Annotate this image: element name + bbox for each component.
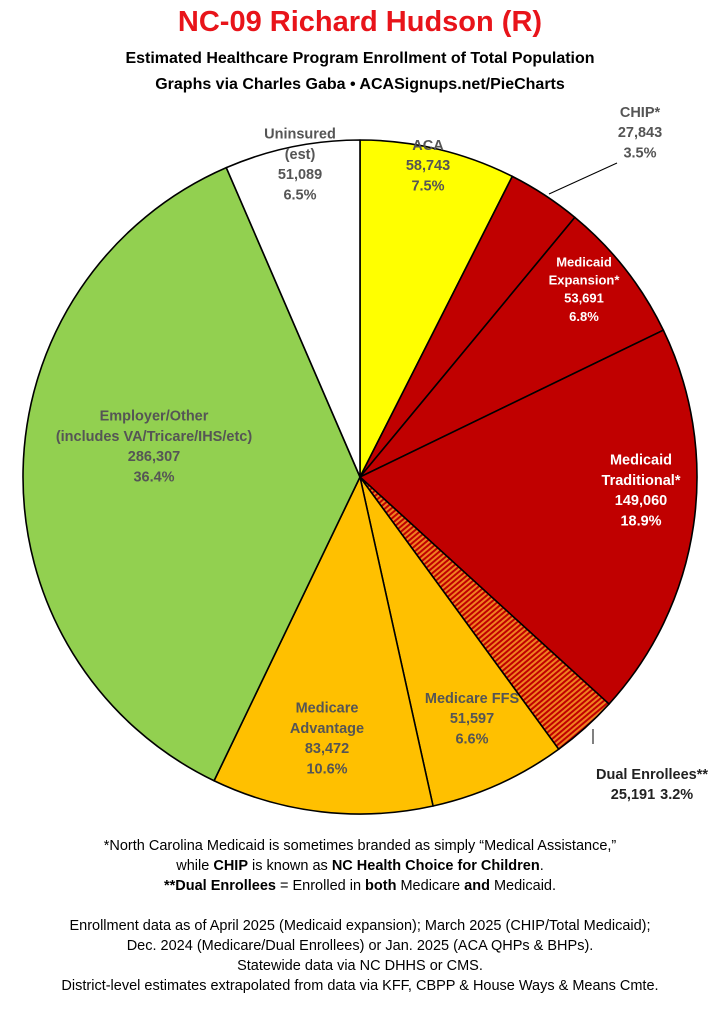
- slice-name-aca: ACA: [412, 138, 444, 154]
- slice-percent-medicaid-expansion: 6.8%: [569, 309, 599, 324]
- slice-label-medicare-ffs: Medicare FFS 51,597 6.6%: [425, 691, 520, 748]
- slice-name-medicaid-traditional: Medicaid: [610, 453, 672, 469]
- pie-slice-medicare-ffs: [359, 476, 560, 807]
- slice-label-medicare-advantage: Medicare Advantage 83,472 10.6%: [290, 701, 364, 778]
- source-line-2: Dec. 2024 (Medicare/Dual Enrollees) or J…: [126, 938, 594, 954]
- slice-value-medicaid-traditional: 149,060: [615, 493, 667, 509]
- pie-chart: ACA 58,743 7.5% CHIP* 27,843 3.5% Medicaid Expa…: [22, 105, 709, 815]
- pie-slice-uninsured: [225, 139, 361, 478]
- slice-name-chip: CHIP*: [620, 105, 661, 121]
- slice-name-dual-enrollees: Dual Enrollees**: [596, 767, 708, 783]
- leader-lines: [548, 162, 618, 744]
- slice-name-employer-other: (includes VA/Tricare/IHS/etc): [56, 429, 253, 445]
- chart-credit: Graphs via Charles Gaba • ACASignups.net…: [155, 76, 565, 93]
- slice-name-medicare-ffs: Medicare FFS: [425, 691, 520, 707]
- chart-title: NC-09 Richard Hudson (R): [177, 6, 543, 38]
- slice-name-uninsured: Uninsured: [264, 127, 336, 143]
- slice-value-uninsured: 51,089: [278, 167, 322, 183]
- slice-name-uninsured: (est): [285, 147, 316, 163]
- source-line-1: Enrollment data as of April 2025 (Medica…: [69, 918, 651, 934]
- slice-percent-uninsured: 6.5%: [283, 188, 316, 204]
- slice-name-medicaid-traditional: Traditional*: [602, 473, 681, 489]
- slice-value-medicare-advantage: 83,472: [305, 741, 349, 757]
- slice-value-dual-enrollees: 25,191: [611, 787, 655, 803]
- pie-slice-medicaid-traditional: [359, 329, 698, 705]
- slice-value-medicare-ffs: 51,597: [450, 711, 494, 727]
- slice-name-employer-other: Employer/Other: [100, 409, 209, 425]
- pie-slice-medicare-advantage: [213, 476, 434, 815]
- slice-value-aca: 58,743: [406, 158, 450, 174]
- slice-label-medicaid-expansion: Medicaid Expansion* 53,691 6.8%: [549, 254, 621, 324]
- slice-percent-aca: 7.5%: [411, 178, 444, 194]
- slice-percent-medicare-advantage: 10.6%: [306, 762, 347, 778]
- slice-label-uninsured: Uninsured (est) 51,089 6.5%: [264, 127, 336, 204]
- slice-label-employer-other: Employer/Other (includes VA/Tricare/IHS/e…: [56, 409, 253, 486]
- pie-slice-employer-other: [22, 166, 361, 782]
- slice-name-medicaid-expansion: Medicaid: [556, 254, 612, 269]
- pie-slice-medicaid-expansion: [359, 216, 665, 478]
- slice-percent-medicaid-traditional: 18.9%: [620, 514, 661, 530]
- slice-percent-medicare-ffs: 6.6%: [455, 731, 488, 747]
- pie-slice-aca: [359, 139, 514, 478]
- slice-percent-dual-enrollees: 3.2%: [660, 787, 693, 803]
- footnote-medicaid-branding: *North Carolina Medicaid is sometimes br…: [103, 838, 617, 854]
- source-line-4: District-level estimates extrapolated fr…: [61, 978, 659, 994]
- footnote-dual-enrollees: **Dual Enrollees = Enrolled in both Medi…: [163, 878, 557, 894]
- source-line-3: Statewide data via NC DHHS or CMS.: [237, 958, 483, 974]
- slice-percent-chip: 3.5%: [623, 145, 656, 161]
- slice-label-aca: ACA 58,743 7.5%: [406, 138, 450, 195]
- slice-value-employer-other: 286,307: [128, 449, 180, 465]
- slice-name-medicaid-expansion: Expansion*: [549, 272, 621, 287]
- slice-label-chip: CHIP* 27,843 3.5%: [618, 105, 662, 162]
- slice-value-chip: 27,843: [618, 125, 662, 141]
- leader-line-chip: [548, 162, 618, 195]
- slice-label-medicaid-traditional: Medicaid Traditional* 149,060 18.9%: [602, 453, 681, 530]
- slice-label-dual-enrollees: Dual Enrollees** 25,191 3.2%: [596, 767, 708, 803]
- slice-name-medicare-advantage: Medicare: [296, 701, 359, 717]
- slice-name-medicare-advantage: Advantage: [290, 721, 364, 737]
- slice-labels: ACA 58,743 7.5% CHIP* 27,843 3.5% Medicaid Expa…: [56, 105, 709, 803]
- pie-slices: [22, 139, 698, 815]
- footnote-chip: while CHIP is known as NC Health Choice …: [176, 858, 544, 874]
- slice-value-medicaid-expansion: 53,691: [564, 291, 604, 306]
- slice-percent-employer-other: 36.4%: [133, 470, 174, 486]
- chart-subtitle: Estimated Healthcare Program Enrollment …: [125, 50, 595, 67]
